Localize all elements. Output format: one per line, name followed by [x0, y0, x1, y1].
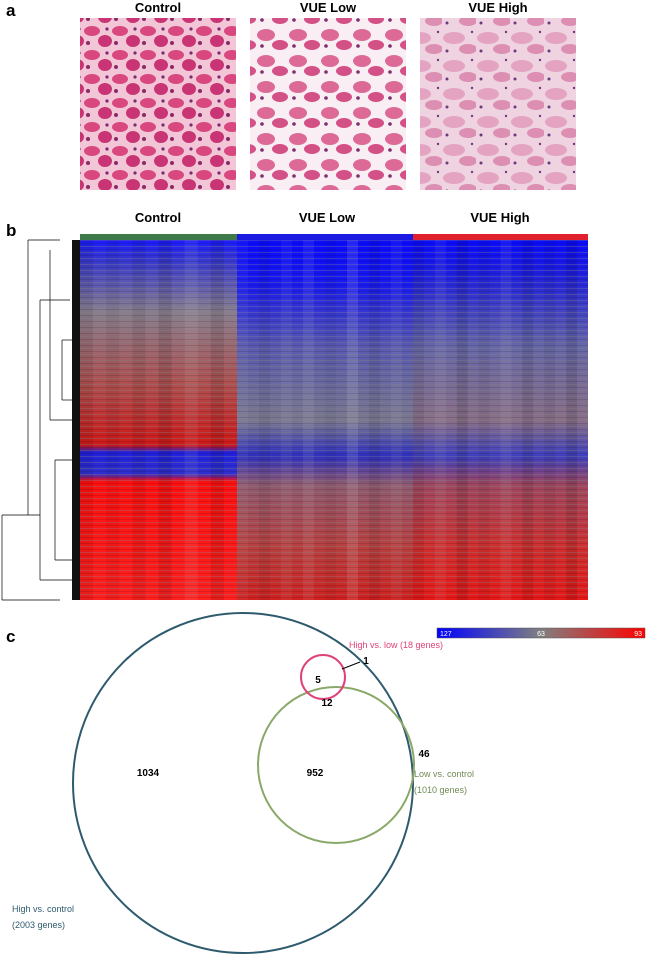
set-label: Low vs. control	[414, 769, 474, 779]
panel-label: b	[6, 221, 16, 240]
region-count: 952	[307, 768, 324, 779]
histology-image	[250, 18, 406, 190]
image-title: VUE Low	[300, 0, 357, 15]
group-label: Control	[135, 210, 181, 225]
scale-label: 127	[440, 631, 452, 638]
panel-label: a	[6, 1, 16, 20]
venn-circle	[72, 612, 414, 954]
dendrogram-leaves	[72, 240, 80, 600]
group-label: VUE Low	[299, 210, 356, 225]
set-label: (1010 genes)	[414, 785, 467, 795]
set-label: High vs. control	[12, 904, 74, 914]
group-label: VUE High	[470, 210, 529, 225]
scale-label: 63	[537, 631, 545, 638]
scale-label: 93	[634, 631, 642, 638]
image-title: Control	[135, 0, 181, 15]
region-count: 46	[418, 749, 430, 760]
group-bar	[413, 234, 588, 240]
panel-label: c	[6, 627, 15, 646]
region-count: 5	[315, 675, 321, 686]
heatmap-texture	[80, 240, 588, 600]
histology-image	[420, 18, 576, 190]
image-title: VUE High	[468, 0, 527, 15]
venn-circle	[257, 686, 415, 844]
set-label: High vs. low (18 genes)	[349, 640, 443, 650]
group-bar	[237, 234, 413, 240]
group-bar	[80, 234, 237, 240]
region-count: 1034	[137, 768, 160, 779]
leader-line	[341, 661, 361, 670]
set-label: (2003 genes)	[12, 920, 65, 930]
dendrogram	[1, 239, 78, 601]
histology-image	[80, 18, 236, 190]
region-count: 1	[363, 656, 369, 667]
region-count: 12	[321, 698, 333, 709]
color-scale	[436, 627, 646, 639]
venn-circle	[300, 654, 346, 700]
